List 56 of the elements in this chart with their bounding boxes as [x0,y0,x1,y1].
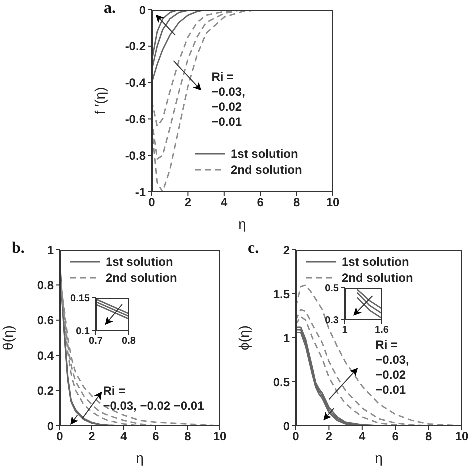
y-tick-label: 0 [283,419,290,434]
legend-label: 2nd solution [342,271,414,285]
x-tick-label: 8 [293,196,300,210]
chart-title: b. [12,240,25,258]
y-tick-label: 0.3 [325,316,340,327]
y-tick-label: 0.5 [325,284,340,295]
x-tick-label: 10 [213,430,227,444]
x-tick-label: 6 [257,196,264,210]
x-tick-label: 6 [392,430,400,444]
x-axis-title: η [374,449,384,468]
y-tick-label: 1.5 [273,287,290,302]
y-tick-label: -0.6 [125,112,146,126]
x-tick-label: 1.6 [375,325,390,336]
x-tick-label: 10 [455,430,469,444]
x-tick-label: 2 [184,196,192,210]
legend-label: 1st solution [106,255,174,269]
annotation: Ri = −0.03, −0.02 −0.01 [376,338,410,398]
x-tick-label: 10 [326,196,340,210]
x-tick-label: 8 [184,430,192,444]
x-axis-title: η [238,215,248,234]
annotation: Ri = −0.03, −0.02 −0.01 [212,70,246,130]
y-tick-label: 1 [47,243,54,258]
x-tick-label: 0.7 [89,336,104,348]
y-tick-label: 0.2 [37,384,54,398]
y-axis-title: f ′(η) [91,86,109,117]
legend-label: 2nd solution [106,271,178,285]
legend-label: 1st solution [342,255,410,269]
y-axis-title: ϕ(η) [235,324,253,352]
chart-title: c. [248,240,260,258]
x-tick-label: 8 [425,430,432,444]
y-axis-title: θ(η) [0,324,17,352]
y-tick-label: -0.4 [125,76,146,90]
y-tick-label: 0.6 [37,314,54,328]
y-tick-label: 2 [283,243,290,258]
legend-label: 1st solution [231,147,298,161]
y-tick-label: 0 [47,419,54,434]
y-tick-label: -1 [135,185,146,200]
y-tick-label: -0.2 [125,40,146,54]
y-tick-label: -0.8 [125,148,146,163]
x-tick-label: 0 [148,196,156,210]
y-tick-label: 0 [139,3,146,18]
legend-label: 2nd solution [231,163,302,177]
x-tick-label: 0 [56,430,64,444]
x-axis-title: η [135,449,145,468]
annotation: Ri = −0.03, −0.02 −0.01 [103,384,204,414]
x-tick-label: 6 [152,430,160,444]
x-tick-label: 0 [292,430,300,444]
y-tick-label: 0.4 [37,348,54,363]
chart-title: a. [104,0,116,18]
y-tick-label: 0.8 [37,278,54,292]
y-tick-label: 0.15 [70,294,90,305]
x-tick-label: 4 [359,430,366,444]
y-tick-label: 0.1 [76,326,90,338]
x-tick-label: 4 [120,430,128,444]
x-tick-label: 4 [221,196,228,210]
y-tick-label: 0.5 [273,375,290,390]
